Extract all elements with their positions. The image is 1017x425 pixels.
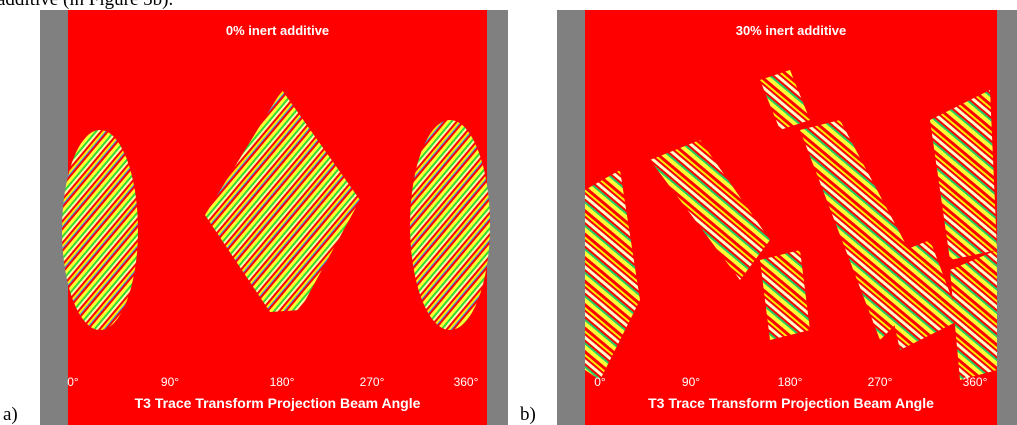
page: {"intro_text": "additive (in Figure 5b).… [0, 0, 1017, 425]
gray-band-right [997, 10, 1017, 425]
gray-band-left [557, 10, 585, 425]
axis-tick-label: 180° [270, 375, 295, 389]
axis-tick-label: 90° [161, 375, 179, 389]
figure: additive (in Figure 5b). 0% inert additi… [0, 0, 1017, 425]
axis-tick-label: 0° [67, 375, 79, 389]
axis-tick-label: 270° [868, 375, 893, 389]
panel-title: 0% inert additive [226, 23, 329, 38]
panel-title: 30% inert additive [736, 23, 847, 38]
gray-band-right [487, 10, 508, 425]
panel-label: b) [520, 404, 536, 425]
axis-tick-label: 360° [454, 375, 479, 389]
panel: 30% inert additive 0° 90° 180° 270° 360° T3 Tr… [520, 10, 1017, 425]
axis-tick-label: 90° [682, 375, 700, 389]
intro-text: additive (in Figure 5b). [0, 0, 173, 10]
panels: 0% inert additive 0° 90° 180° 270° 360° T3 Tra… [3, 10, 1017, 425]
axis-tick-label: 180° [778, 375, 803, 389]
panel-label: a) [3, 404, 18, 425]
axis-tick-label: 270° [360, 375, 385, 389]
axis-tick-label: 360° [963, 375, 988, 389]
axis-label: T3 Trace Transform Projection Beam Angle [135, 395, 421, 411]
texture-patch [62, 130, 138, 330]
axis-tick-label: 0° [594, 375, 606, 389]
panel: 0% inert additive 0° 90° 180° 270° 360° T3 Tra… [3, 10, 508, 425]
axis-label: T3 Trace Transform Projection Beam Angle [648, 395, 934, 411]
texture-patch [410, 120, 490, 330]
